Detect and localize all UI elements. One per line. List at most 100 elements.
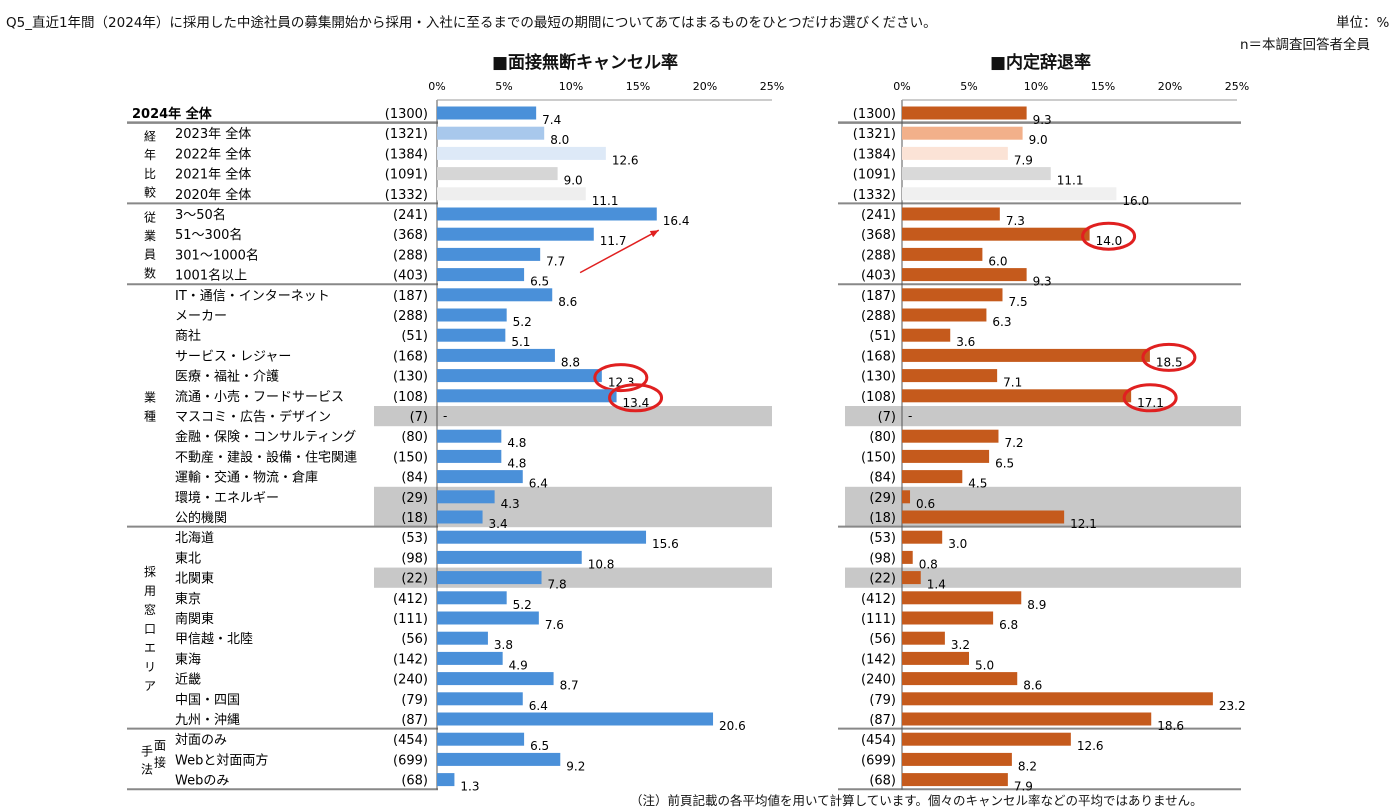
category-label-不動産-建設-設備-住宅関連: 不動産・建設・設備・住宅関連 <box>175 449 357 465</box>
highlight-circle <box>593 363 649 393</box>
data-label-right: 16.0 <box>1122 194 1149 208</box>
data-label-right: 8.6 <box>1023 679 1042 693</box>
n-count-right: (699) <box>861 753 896 768</box>
n-count-right: (1091) <box>853 168 896 183</box>
data-label-right: 18.6 <box>1157 719 1184 733</box>
data-label-right: 0.8 <box>919 557 938 571</box>
data-label-right: 0.6 <box>916 497 935 511</box>
n-count-left: (98) <box>401 551 428 566</box>
data-label-left: 8.6 <box>558 295 577 309</box>
data-label-right: 6.8 <box>999 618 1018 632</box>
n-count-right: (79) <box>869 693 896 708</box>
bar-right-医療-福祉-介護 <box>902 369 998 383</box>
bar-left-2020年-全体 <box>437 187 586 201</box>
n-count-right: (111) <box>861 612 896 627</box>
bar-right-環境-エネルギー <box>902 490 911 504</box>
bar-left-運輸-交通-物流-倉庫 <box>437 470 523 484</box>
bar-left-流通-小売-フードサービス <box>437 389 617 403</box>
category-label-南関東: 南関東 <box>175 611 214 627</box>
data-label-left: 6.5 <box>530 739 549 753</box>
bar-right-対面のみ <box>902 732 1071 746</box>
data-label-right: 5.0 <box>975 658 994 672</box>
bar-left-301-1000名 <box>437 247 541 261</box>
bar-right-1001名以上 <box>902 268 1027 282</box>
data-label-right: 7.2 <box>1004 436 1023 450</box>
data-label-right: 8.2 <box>1018 759 1037 773</box>
data-label-left: 20.6 <box>719 719 746 733</box>
bar-right-51-300名 <box>902 227 1090 241</box>
x-tick-label: 5% <box>960 80 977 93</box>
data-label-right: 23.2 <box>1219 699 1246 713</box>
n-count-left: (412) <box>393 592 428 607</box>
n-count-left: (22) <box>401 572 428 587</box>
bar-right-九州-沖縄 <box>902 712 1152 726</box>
n-count-left: (51) <box>401 329 428 344</box>
bar-left-東北 <box>437 550 582 564</box>
n-count-right: (241) <box>861 208 896 223</box>
bar-left-2022年-全体 <box>437 146 606 160</box>
data-label-left: 6.4 <box>529 699 548 713</box>
category-label-北海道: 北海道 <box>175 531 214 546</box>
category-label-金融-保険-コンサルティング: 金融・保険・コンサルティング <box>175 429 356 445</box>
shaded-row-left <box>374 486 772 507</box>
bar-left-東海 <box>437 651 503 665</box>
data-label-left: 11.7 <box>600 234 627 248</box>
n-count-left: (1321) <box>385 127 428 142</box>
data-label-left: 8.7 <box>560 679 579 693</box>
shaded-row-left <box>374 406 772 427</box>
trend-arrow <box>579 229 660 274</box>
data-label-left: 10.8 <box>588 557 615 571</box>
bar-left-北海道 <box>437 530 647 544</box>
n-count-right: (53) <box>869 531 896 546</box>
category-label-51-300名: 51～300名 <box>175 227 242 243</box>
bar-right-Webのみ <box>902 773 1008 787</box>
highlight-circle <box>608 383 664 413</box>
category-label-3-50名: 3～50名 <box>175 207 226 223</box>
n-count-left: (29) <box>401 491 428 506</box>
bar-left-中国-四国 <box>437 692 523 706</box>
n-count-right: (130) <box>861 370 896 385</box>
bar-left-2021年-全体 <box>437 167 558 181</box>
category-label-1001名以上: 1001名以上 <box>175 268 247 284</box>
data-label-left: 15.6 <box>652 537 679 551</box>
question-text: Q5_直近1年間（2024年）に採用した中途社員の募集開始から採用・入社に至るま… <box>6 15 937 31</box>
n-count-right: (288) <box>861 309 896 324</box>
data-label-right: 17.1 <box>1137 396 1164 410</box>
n-count-right: (80) <box>869 430 896 445</box>
category-label-対面のみ: 対面のみ <box>175 733 227 748</box>
bar-right-中国-四国 <box>902 692 1213 706</box>
category-label-東北: 東北 <box>175 550 201 566</box>
category-label-Webと対面両方: Webと対面両方 <box>175 752 268 768</box>
base-label: n＝本調査回答者全員 <box>1240 37 1371 53</box>
n-count-left: (288) <box>393 309 428 324</box>
category-label-商社: 商社 <box>175 328 201 344</box>
bar-left-メーカー <box>437 308 507 322</box>
n-count-right: (168) <box>861 349 896 364</box>
data-label-right: 9.3 <box>1033 113 1052 127</box>
x-tick-label: 25% <box>760 80 784 93</box>
n-count-left: (168) <box>393 349 428 364</box>
bar-right-流通-小売-フードサービス <box>902 389 1132 403</box>
bar-right-東北 <box>902 550 913 564</box>
data-label-left: 6.5 <box>530 275 549 289</box>
category-label-東京: 東京 <box>175 591 201 607</box>
n-count-right: (56) <box>869 632 896 647</box>
x-tick-label: 5% <box>495 80 512 93</box>
n-count-left: (240) <box>393 673 428 688</box>
group-label-char: 面 <box>154 738 166 752</box>
category-label-IT-通信-インターネット: IT・通信・インターネット <box>175 289 330 304</box>
data-label-left: 4.8 <box>507 456 526 470</box>
bar-right-東京 <box>902 591 1022 605</box>
group-label-char: 採 <box>144 565 156 579</box>
bar-left-公的機関 <box>437 510 483 524</box>
data-label-right: 3.0 <box>948 537 967 551</box>
group-label-char: 口 <box>144 622 156 636</box>
x-tick-label: 25% <box>1225 80 1249 93</box>
x-tick-label: 0% <box>893 80 910 93</box>
data-label-left: 7.8 <box>548 578 567 592</box>
bar-right-メーカー <box>902 308 987 322</box>
category-label-2024年-全体: 2024年 全体 <box>132 106 213 122</box>
data-label-left: 11.1 <box>592 194 619 208</box>
bar-right-301-1000名 <box>902 247 983 261</box>
